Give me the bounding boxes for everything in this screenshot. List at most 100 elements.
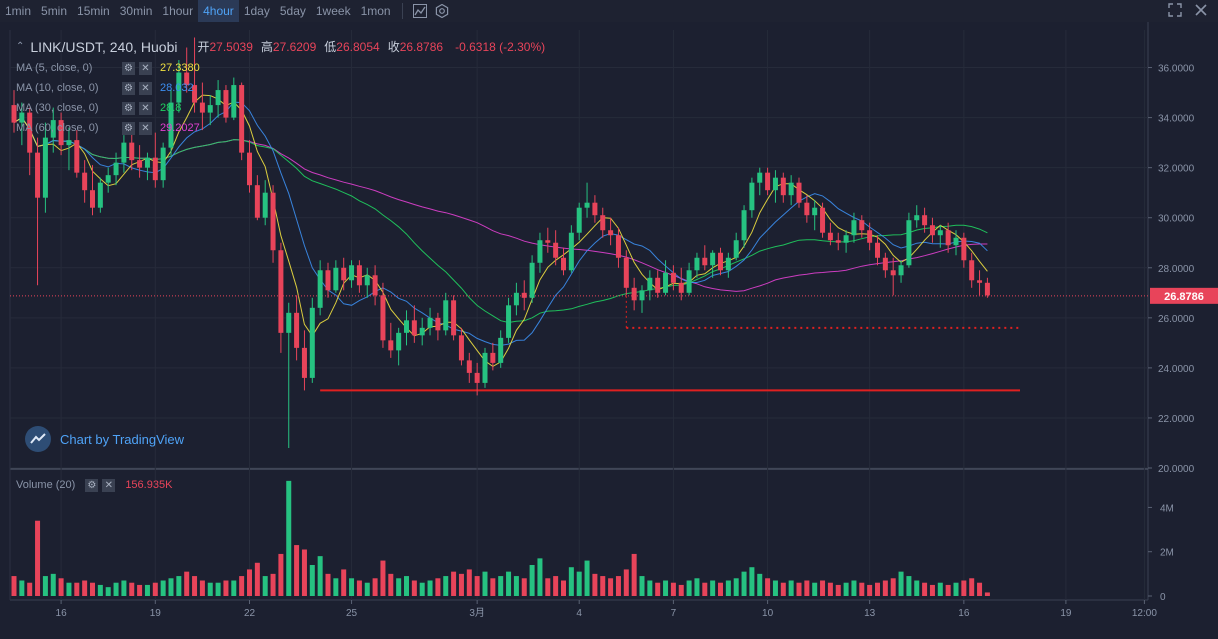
- volume-bar: [215, 582, 221, 596]
- candle-body: [66, 140, 72, 146]
- candle-body: [733, 240, 739, 258]
- close-icon[interactable]: ✕: [139, 61, 152, 75]
- timeframe-4hour[interactable]: 4hour: [198, 0, 239, 22]
- volume-bar: [592, 573, 598, 596]
- candle-body: [74, 140, 80, 173]
- close-icon[interactable]: ✕: [139, 101, 152, 115]
- close-icon[interactable]: ✕: [139, 121, 152, 135]
- volume-bar: [922, 582, 928, 596]
- volume-bar: [521, 578, 527, 596]
- price-tick-label: 24.0000: [1158, 364, 1195, 375]
- candle-body: [223, 90, 229, 118]
- time-tick-label: 10: [762, 608, 774, 619]
- timeframe-1min[interactable]: 1min: [5, 4, 32, 18]
- volume-bar: [105, 587, 111, 596]
- volume-bar: [97, 584, 103, 596]
- candle-body: [702, 257, 708, 266]
- indicator-row: MA (10, close, 0) ⚙ ✕ 28.032: [16, 80, 194, 96]
- volume-bar: [474, 576, 480, 596]
- candle-body: [404, 320, 409, 333]
- collapse-icon[interactable]: ⌃: [16, 41, 25, 52]
- time-tick-label: 3月: [469, 607, 485, 619]
- volume-bar: [812, 582, 818, 596]
- tradingview-label: Chart by TradingView: [60, 431, 185, 447]
- change-value: -0.6318 (-2.30%): [455, 39, 546, 54]
- candle-body: [655, 277, 661, 293]
- volume-bar: [349, 578, 355, 596]
- timeframe-5min[interactable]: 5min: [41, 4, 68, 18]
- timeframe-1hour[interactable]: 1hour: [162, 4, 194, 18]
- indicator-label: MA (30, close, 0): [16, 102, 99, 114]
- time-tick-label: 12:00: [1132, 608, 1157, 619]
- timeframe-1week[interactable]: 1week: [315, 4, 351, 18]
- close-icon[interactable]: [1194, 3, 1208, 20]
- fullscreen-icon[interactable]: [1168, 2, 1182, 20]
- timeframe-5day[interactable]: 5day: [279, 4, 306, 18]
- candle-body: [780, 177, 786, 196]
- price-chart[interactable]: 36.0000 34.0000 32.0000 30.0000 28.0000 26.00…: [0, 22, 1218, 639]
- volume-bar: [152, 582, 158, 596]
- volume-bar: [247, 569, 252, 596]
- timeframe-1mon[interactable]: 1mon: [360, 4, 391, 18]
- indicator-row: MA (5, close, 0) ⚙ ✕ 27.3380: [16, 60, 200, 76]
- gear-icon[interactable]: ⚙: [122, 101, 135, 115]
- close-icon[interactable]: ✕: [139, 81, 152, 95]
- volume-bar: [725, 580, 731, 596]
- candle-body: [482, 352, 488, 383]
- time-tick-label: 16: [56, 608, 68, 619]
- candle-body: [380, 295, 386, 341]
- candle-body: [725, 257, 731, 271]
- candle-body: [82, 172, 88, 191]
- close-icon[interactable]: ✕: [102, 478, 116, 492]
- volume-tick-label: 2M: [1160, 548, 1174, 559]
- volume-bar: [890, 578, 896, 596]
- candle-body: [835, 240, 841, 243]
- gear-icon[interactable]: ⚙: [122, 61, 135, 75]
- candle-body: [411, 320, 417, 336]
- candle-body: [19, 112, 25, 123]
- indicator-label: MA (10, close, 0): [16, 82, 99, 94]
- timeframe-30min[interactable]: 30min: [119, 4, 153, 18]
- high-value: 27.6209: [272, 39, 317, 54]
- gear-icon[interactable]: ⚙: [85, 478, 99, 492]
- volume-bar: [498, 576, 504, 596]
- candle-body: [254, 185, 260, 218]
- volume-bar: [82, 580, 88, 596]
- timeframe-15min[interactable]: 15min: [77, 4, 110, 18]
- volume-bar: [639, 576, 645, 596]
- gear-icon[interactable]: ⚙: [122, 81, 135, 95]
- volume-bar: [796, 582, 802, 596]
- settings-icon[interactable]: [431, 0, 453, 22]
- candle-body: [765, 172, 771, 191]
- volume-bar: [780, 582, 786, 596]
- price-tick-label: 34.0000: [1158, 114, 1195, 125]
- volume-bar: [121, 580, 127, 596]
- candle-body: [113, 162, 119, 176]
- volume-bar: [906, 576, 912, 596]
- candle-body: [600, 215, 606, 231]
- low-value: 26.8054: [336, 39, 380, 54]
- candle-body: [349, 265, 355, 281]
- candle-body: [301, 347, 307, 378]
- candle-body: [199, 102, 205, 113]
- chart-type-icon[interactable]: [409, 0, 431, 22]
- chart-background: [0, 22, 1218, 639]
- candle-body: [922, 215, 928, 226]
- volume-bar: [584, 560, 590, 596]
- volume-bar: [435, 578, 441, 596]
- candle-body: [458, 335, 464, 361]
- volume-bar: [278, 553, 284, 596]
- volume-bar: [184, 571, 190, 596]
- timeframe-1day[interactable]: 1day: [243, 4, 270, 18]
- volume-bar: [749, 567, 755, 596]
- timeframe-list: 1min 5min 15min 30min 1hour 4hour 1day 5day 1wee…: [0, 0, 396, 22]
- candle-body: [521, 292, 527, 298]
- candle-body: [553, 242, 559, 258]
- cloud-icon: [25, 426, 51, 452]
- candle-body: [239, 85, 245, 153]
- tradingview-badge[interactable]: Chart by TradingView: [24, 425, 184, 453]
- gear-icon[interactable]: ⚙: [122, 121, 135, 135]
- volume-bar: [969, 578, 975, 596]
- volume-bar: [27, 582, 33, 596]
- candle-body: [961, 237, 967, 261]
